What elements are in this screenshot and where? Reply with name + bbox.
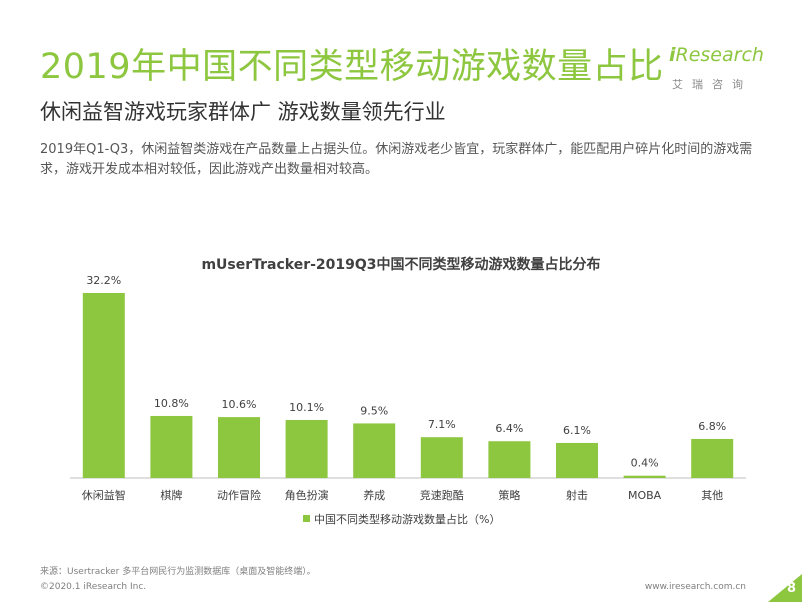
page-number: 8 [786, 581, 796, 596]
iresearch-logo: iResearch 艾瑞咨询 [666, 32, 802, 92]
copyright: ©2020.1 iResearch Inc. [40, 582, 147, 592]
value-label-3: 10.1% [289, 401, 324, 414]
category-label-4: 养成 [363, 488, 385, 502]
bar-3 [285, 419, 328, 478]
value-label-7: 6.1% [563, 424, 591, 437]
logo-tagline: 艾瑞咨询 [672, 78, 752, 91]
category-label-5: 竞速跑酷 [420, 488, 464, 502]
page-title: 2019年中国不同类型移动游戏数量占比 [40, 47, 664, 87]
bar-6 [488, 441, 531, 478]
category-label-6: 策略 [498, 488, 520, 502]
value-label-1: 10.8% [154, 397, 189, 410]
value-label-2: 10.6% [222, 398, 257, 411]
legend-swatch [303, 515, 310, 522]
category-label-3: 角色扮演 [285, 488, 329, 502]
category-label-8: MOBA [628, 489, 662, 502]
source-note: 来源：Usertracker 多平台网民行为监测数据库（桌面及智能终端）。 [40, 567, 316, 577]
bar-2 [218, 417, 260, 478]
category-label-1: 棋牌 [160, 488, 182, 502]
value-label-6: 6.4% [495, 422, 523, 435]
logo-i: i [669, 44, 676, 66]
value-label-8: 0.4% [631, 457, 659, 470]
category-label-7: 射击 [566, 488, 588, 502]
value-label-9: 6.8% [698, 420, 726, 433]
legend-label: 中国不同类型移动游戏数量占比（%） [314, 512, 500, 526]
logo-research: Research [675, 44, 764, 66]
bar-8 [623, 475, 666, 478]
bar-7 [556, 442, 598, 478]
page-subtitle: 休闲益智游戏玩家群体广 游戏数量领先行业 [40, 100, 446, 124]
bar-9 [691, 438, 734, 478]
website-url: www.iresearch.com.cn [644, 582, 746, 592]
value-label-0: 32.2% [86, 274, 121, 287]
category-label-9: 其他 [701, 489, 723, 502]
bar-4 [353, 423, 396, 478]
bar-0 [82, 293, 125, 478]
bar-5 [420, 437, 463, 478]
bar-1 [150, 415, 193, 478]
category-label-2: 动作冒险 [217, 488, 261, 502]
page-corner [768, 574, 802, 602]
value-label-5: 7.1% [428, 418, 456, 431]
value-label-4: 9.5% [360, 404, 388, 417]
chart-title: mUserTracker-2019Q3中国不同类型移动游戏数量占比分布 [201, 257, 601, 273]
category-label-0: 休闲益智 [82, 488, 126, 502]
description-text: 2019年Q1-Q3，休闲益智类游戏在产品数量上占据头位。休闲游戏老少皆宜，玩家… [40, 142, 753, 177]
